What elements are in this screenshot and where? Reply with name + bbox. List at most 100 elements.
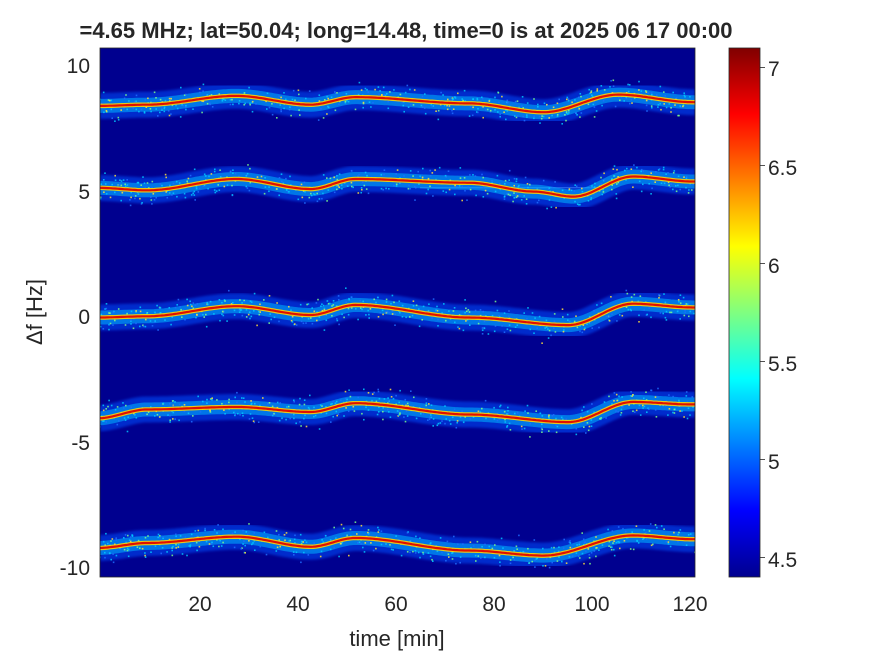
trace-speckle <box>512 556 514 559</box>
trace-speckle <box>643 397 645 400</box>
trace-speckle <box>100 197 102 200</box>
trace-speckle <box>685 303 688 305</box>
trace-speckle <box>399 177 401 179</box>
trace-speckle <box>383 173 385 176</box>
trace-speckle <box>210 94 213 96</box>
trace-speckle <box>130 310 133 313</box>
trace-speckle <box>140 203 143 205</box>
trace-speckle <box>643 529 645 531</box>
trace-speckle <box>446 540 449 543</box>
trace-speckle <box>383 398 386 400</box>
trace-speckle <box>250 301 253 303</box>
trace-speckle <box>595 536 597 538</box>
trace-speckle <box>213 189 216 191</box>
trace-speckle <box>234 172 237 175</box>
trace-speckle <box>550 546 553 549</box>
trace-speckle <box>420 104 423 107</box>
trace-speckle <box>357 318 359 321</box>
trace-speckle <box>161 107 163 110</box>
trace-speckle <box>550 334 552 337</box>
trace-speckle <box>455 562 457 565</box>
trace-speckle <box>320 305 322 307</box>
trace-speckle <box>667 543 670 545</box>
trace-speckle <box>204 529 206 532</box>
trace-speckle <box>171 549 173 552</box>
trace-speckle <box>504 421 507 423</box>
trace-speckle <box>548 329 551 332</box>
trace-speckle <box>607 316 610 318</box>
trace-speckle <box>183 192 186 195</box>
trace-speckle <box>181 316 183 318</box>
trace-speckle <box>288 540 290 542</box>
trace-speckle <box>536 557 539 560</box>
trace-speckle <box>104 308 106 310</box>
trace-speckle <box>299 533 302 536</box>
trace-speckle <box>663 182 666 185</box>
trace-speckle <box>349 395 352 398</box>
trace-speckle <box>110 558 112 561</box>
trace-speckle <box>567 319 569 321</box>
trace-speckle <box>481 97 484 100</box>
trace-speckle <box>221 313 223 316</box>
trace-speckle <box>372 549 375 552</box>
trace-speckle <box>431 172 434 174</box>
trace-speckle <box>375 547 377 550</box>
trace-speckle <box>347 313 350 316</box>
trace-speckle <box>625 289 628 292</box>
trace-speckle <box>664 405 667 407</box>
trace-speckle <box>650 172 652 174</box>
trace-speckle <box>304 202 306 204</box>
trace-speckle <box>626 167 628 170</box>
trace-speckle <box>689 533 692 535</box>
trace-speckle <box>139 306 142 309</box>
trace-speckle <box>501 95 503 98</box>
trace-speckle <box>588 322 591 324</box>
trace-speckle <box>263 299 265 301</box>
trace-speckle <box>430 103 433 106</box>
trace-speckle <box>665 400 668 402</box>
trace-speckle <box>637 542 640 544</box>
trace-speckle <box>672 411 674 414</box>
trace-speckle <box>539 122 541 124</box>
trace-speckle <box>293 538 296 541</box>
trace-speckle <box>665 310 668 313</box>
trace-speckle <box>648 307 650 309</box>
trace-speckle <box>590 552 593 554</box>
trace-speckle <box>345 184 348 187</box>
trace-speckle <box>367 533 370 535</box>
trace-speckle <box>454 321 456 324</box>
trace-speckle <box>189 300 191 303</box>
trace-speckle <box>483 327 486 330</box>
trace-speckle <box>630 391 632 393</box>
trace-speckle <box>233 546 236 549</box>
trace-speckle <box>494 109 496 111</box>
trace-speckle <box>430 414 432 416</box>
trace-speckle <box>588 315 591 318</box>
trace-speckle <box>529 423 531 425</box>
trace-speckle <box>360 187 363 189</box>
trace-speckle <box>273 316 276 319</box>
trace-speckle <box>665 319 668 321</box>
trace-speckle <box>409 551 411 554</box>
trace-speckle <box>513 550 515 552</box>
trace-speckle <box>409 88 411 91</box>
trace-speckle <box>137 539 140 542</box>
trace-speckle <box>196 303 199 305</box>
trace-speckle <box>318 198 321 200</box>
trace-speckle <box>508 310 510 312</box>
trace-speckle <box>566 98 568 101</box>
trace-speckle <box>300 183 303 186</box>
trace-speckle <box>422 553 425 555</box>
trace-speckle <box>650 92 653 94</box>
trace-speckle <box>345 93 348 95</box>
trace-speckle <box>330 96 333 99</box>
trace-speckle <box>516 412 519 414</box>
trace-speckle <box>363 388 365 391</box>
trace-speckle <box>333 546 335 549</box>
trace-speckle <box>103 111 105 114</box>
trace-speckle <box>482 116 484 119</box>
trace-speckle <box>371 399 373 402</box>
trace-speckle <box>190 194 193 196</box>
trace-speckle <box>127 548 130 551</box>
trace-speckle <box>362 181 364 183</box>
